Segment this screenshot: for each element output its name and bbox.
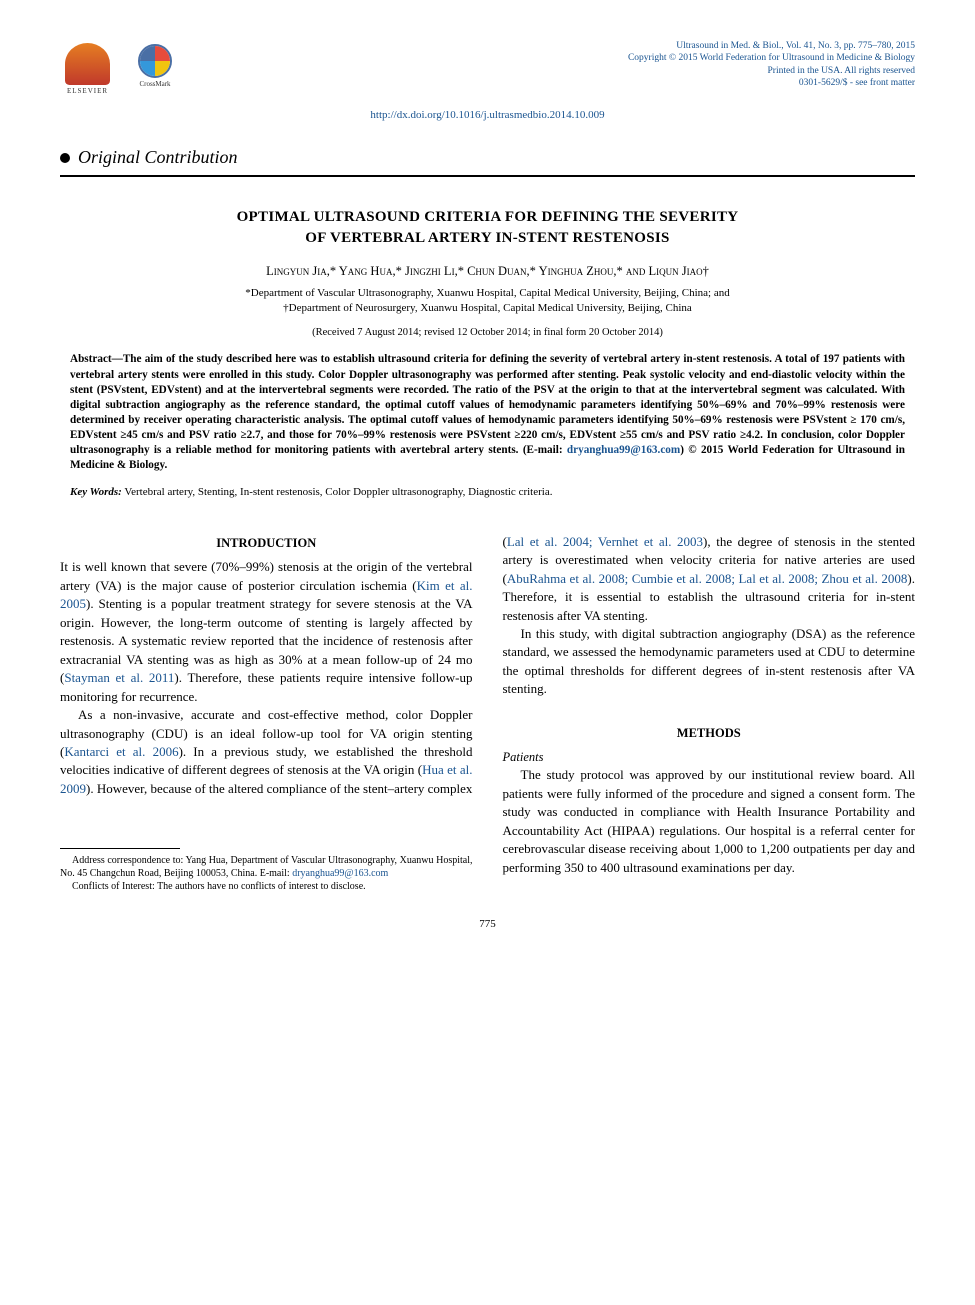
crossmark-logo[interactable]: CrossMark [135, 44, 175, 96]
doi-link[interactable]: http://dx.doi.org/10.1016/j.ultrasmedbio… [60, 108, 915, 123]
elsevier-tree-icon [65, 43, 110, 85]
header-row: ELSEVIER CrossMark Ultrasound in Med. & … [60, 40, 915, 100]
divider [60, 175, 915, 177]
article-dates: (Received 7 August 2014; revised 12 Octo… [60, 326, 915, 341]
title-line-1: OPTIMAL ULTRASOUND CRITERIA FOR DEFINING… [60, 207, 915, 228]
col2-paragraph-2: In this study, with digital subtraction … [503, 625, 916, 699]
left-column: INTRODUCTION It is well known that sever… [60, 533, 473, 894]
affiliations: *Department of Vascular Ultrasonography,… [60, 286, 915, 316]
patients-subheading: Patients [503, 749, 916, 767]
crossmark-label: CrossMark [139, 80, 170, 90]
citation-copyright: Copyright © 2015 World Federation for Ul… [628, 52, 915, 64]
keywords-list: Vertebral artery, Stenting, In-stent res… [122, 486, 553, 498]
ref-kantarci-2006[interactable]: Kantarci et al. 2006 [64, 744, 178, 759]
elsevier-label: ELSEVIER [67, 87, 108, 97]
footnote-rule [60, 848, 180, 849]
ref-lal-vernhet[interactable]: Lal et al. 2004; Vernhet et al. 2003 [507, 534, 703, 549]
section-type: Original Contribution [78, 145, 238, 170]
col2-paragraph-1: (Lal et al. 2004; Vernhet et al. 2003), … [503, 533, 916, 625]
abstract-label: Abstract— [70, 353, 123, 365]
abstract-body: The aim of the study described here was … [70, 353, 905, 456]
citation-issn: 0301-5629/$ - see front matter [628, 77, 915, 89]
crossmark-icon [138, 44, 172, 78]
introduction-heading: INTRODUCTION [60, 535, 473, 553]
methods-heading: METHODS [503, 725, 916, 743]
body-columns: INTRODUCTION It is well known that sever… [60, 533, 915, 894]
citation-journal: Ultrasound in Med. & Biol., Vol. 41, No.… [628, 40, 915, 52]
footnote-email[interactable]: dryanghua99@163.com [292, 868, 388, 879]
title-line-2: OF VERTEBRAL ARTERY IN-STENT RESTENOSIS [60, 228, 915, 249]
logo-group: ELSEVIER CrossMark [60, 40, 175, 100]
affiliation-2: †Department of Neurosurgery, Xuanwu Hosp… [60, 301, 915, 316]
abstract-email[interactable]: dryanghua99@163.com [567, 444, 680, 456]
conflicts-footnote: Conflicts of Interest: The authors have … [60, 880, 473, 893]
bullet-icon [60, 153, 70, 163]
citation-printed: Printed in the USA. All rights reserved [628, 65, 915, 77]
citation-block: Ultrasound in Med. & Biol., Vol. 41, No.… [628, 40, 915, 89]
ref-aburahma-etc[interactable]: AbuRahma et al. 2008; Cumbie et al. 2008… [507, 571, 908, 586]
intro-paragraph-2: As a non-invasive, accurate and cost-eff… [60, 706, 473, 798]
intro-paragraph-1: It is well known that severe (70%–99%) s… [60, 558, 473, 706]
correspondence-footnote: Address correspondence to: Yang Hua, Dep… [60, 854, 473, 880]
affiliation-1: *Department of Vascular Ultrasonography,… [60, 286, 915, 301]
ref-stayman-2011[interactable]: Stayman et al. 2011 [64, 670, 174, 685]
methods-paragraph-1: The study protocol was approved by our i… [503, 766, 916, 877]
page-number: 775 [60, 917, 915, 932]
article-title: OPTIMAL ULTRASOUND CRITERIA FOR DEFINING… [60, 207, 915, 249]
authors: Lingyun Jia,* Yang Hua,* Jingzhi Li,* Ch… [60, 263, 915, 281]
keywords-label: Key Words: [70, 486, 122, 498]
section-marker: Original Contribution [60, 145, 915, 170]
abstract: Abstract—The aim of the study described … [70, 352, 905, 473]
keywords: Key Words: Vertebral artery, Stenting, I… [70, 485, 905, 500]
right-column: (Lal et al. 2004; Vernhet et al. 2003), … [503, 533, 916, 894]
elsevier-logo[interactable]: ELSEVIER [60, 40, 115, 100]
